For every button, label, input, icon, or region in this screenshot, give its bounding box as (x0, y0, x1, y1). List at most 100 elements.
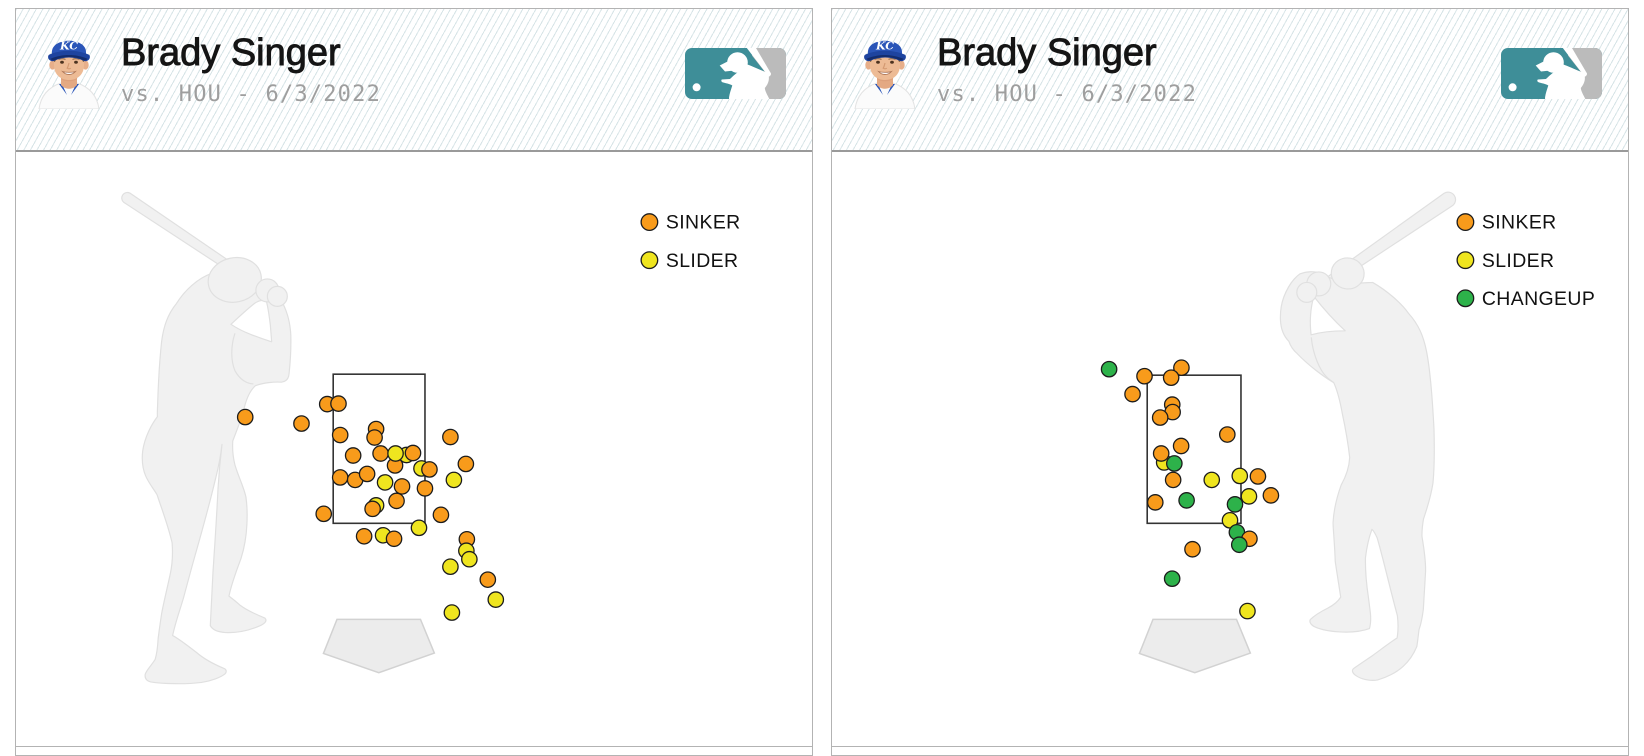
strike-zone (1146, 374, 1242, 525)
home-plate (1138, 618, 1252, 674)
mlb-logo-icon (685, 48, 786, 99)
pitch-dot-sinker (364, 500, 381, 518)
player-headshot: KC (854, 40, 916, 109)
legend-swatch-slider (640, 251, 659, 270)
pitch-dot-changeup (1230, 536, 1248, 554)
pitch-dot-sinker (421, 461, 438, 478)
svg-text:KC: KC (875, 40, 894, 53)
pitch-dot-sinker (1218, 426, 1236, 443)
pitch-dot-sinker (1164, 471, 1182, 489)
legend-swatch-sinker (640, 213, 659, 231)
pitch-dot-sinker (293, 415, 310, 432)
legend-label-changeup: CHANGEUP (1482, 288, 1595, 310)
pitch-dot-sinker (1173, 359, 1190, 377)
batter-chest-line (1310, 337, 1335, 383)
pitch-dot-sinker (315, 505, 333, 523)
batter-hands (1296, 281, 1318, 303)
pitch-dot-sinker (457, 455, 475, 473)
pitch-dot-slider (376, 474, 394, 491)
legend-swatch-slider (1456, 251, 1475, 270)
pitch-dot-sinker (330, 395, 347, 412)
card-titles: Brady Singer vs. HOU - 6/3/2022 (121, 32, 382, 107)
pitch-dot-sinker (1249, 468, 1267, 485)
pitch-dot-sinker (1124, 385, 1141, 403)
legend-label-sinker: SINKER (666, 212, 741, 234)
pitch-dot-slider (387, 445, 404, 462)
pitch-dot-sinker (393, 478, 411, 495)
pitch-dot-slider (442, 558, 459, 576)
batter-body (1279, 271, 1435, 681)
pitch-dot-slider (443, 604, 461, 621)
batter-body (141, 272, 292, 685)
batter-hands (266, 285, 288, 307)
pitch-dot-sinker (355, 527, 373, 545)
pitch-dot-slider (445, 471, 463, 489)
pitch-dot-changeup (1100, 360, 1118, 378)
batter-head (207, 256, 262, 303)
pitch-plot: SINKER SLIDER (121, 191, 741, 685)
pitch-dot-sinker (1162, 369, 1180, 387)
strike-zone (332, 373, 426, 525)
pitch-dot-sinker (1152, 445, 1170, 462)
pitch-dot-slider (461, 550, 478, 568)
pitch-plot: SINKER SLIDER CHANGEUP (1100, 191, 1595, 681)
pitch-dot-changeup (1178, 492, 1195, 509)
pitch-dot-sinker (385, 530, 403, 548)
pitch-dot-sinker (1136, 367, 1153, 385)
player-headshot: KC (38, 40, 100, 109)
pitch-dot-changeup (1226, 496, 1244, 513)
pitch-dot-sinker (1262, 487, 1280, 504)
legend-label-slider: SLIDER (666, 250, 739, 272)
pitch-dot-sinker (1146, 494, 1164, 511)
batter-head (1330, 257, 1365, 290)
pitch-dot-sinker (1172, 437, 1190, 455)
batter-silhouette (121, 191, 292, 685)
pitch-dot-slider (1203, 471, 1221, 489)
card-titles: Brady Singer vs. HOU - 6/3/2022 (937, 32, 1198, 107)
mlb-logo-icon (1501, 48, 1602, 99)
pitch-dot-sinker (442, 428, 459, 446)
card-footer (832, 746, 1628, 756)
pitch-dot-sinker (479, 571, 497, 589)
plot-legend: SINKER SLIDER (640, 212, 741, 272)
legend-swatch-changeup (1456, 289, 1475, 308)
svg-text:KC: KC (59, 40, 78, 53)
pitch-dot-sinker (1184, 540, 1201, 558)
card-header: KC Brady Singer vs. HOU - 6/3/2022 (832, 9, 1628, 152)
pitch-dot-slider (1239, 602, 1256, 620)
pitch-dot-sinker (344, 447, 362, 464)
pitch-chart-card-2: KC Brady Singer vs. HOU - 6/3/2022 SINKE… (831, 8, 1629, 756)
home-plate (322, 618, 436, 674)
pitch-dot-sinker (331, 426, 349, 444)
pitch-dot-slider (410, 519, 428, 537)
legend-label-sinker: SINKER (1482, 212, 1557, 234)
legend-label-slider: SLIDER (1482, 250, 1555, 272)
pitch-dot-sinker (1151, 409, 1169, 426)
player-name: Brady Singer (937, 32, 1158, 74)
pitch-dot-sinker (372, 445, 389, 462)
pitch-dot-sinker (404, 444, 422, 462)
batter-chest-line (231, 333, 254, 385)
batter-silhouette (1279, 191, 1457, 681)
pitch-dot-changeup (1163, 570, 1181, 588)
pitch-dot-changeup (1166, 455, 1183, 472)
pitch-dot-slider (1240, 488, 1258, 505)
legend-swatch-sinker (1456, 213, 1475, 231)
pitch-dot-sinker (358, 465, 376, 483)
pitch-dot-sinker (331, 469, 349, 486)
matchup-date: vs. HOU - 6/3/2022 (937, 81, 1198, 107)
card-footer (16, 746, 812, 756)
pitch-dot-sinker (388, 492, 405, 510)
pitch-dot-sinker (236, 408, 254, 426)
batter-arm-gap (230, 299, 273, 343)
pitch-dot-sinker (416, 480, 434, 497)
batter-arm-gap (1309, 295, 1346, 336)
pitch-dot-slider (487, 591, 505, 608)
pitch-dot-slider (1231, 467, 1249, 485)
matchup-date: vs. HOU - 6/3/2022 (121, 81, 382, 107)
pitch-dot-sinker (366, 429, 383, 446)
player-name: Brady Singer (121, 32, 342, 74)
plot-legend: SINKER SLIDER CHANGEUP (1456, 212, 1595, 310)
card-header: KC Brady Singer vs. HOU - 6/3/2022 (16, 9, 812, 152)
